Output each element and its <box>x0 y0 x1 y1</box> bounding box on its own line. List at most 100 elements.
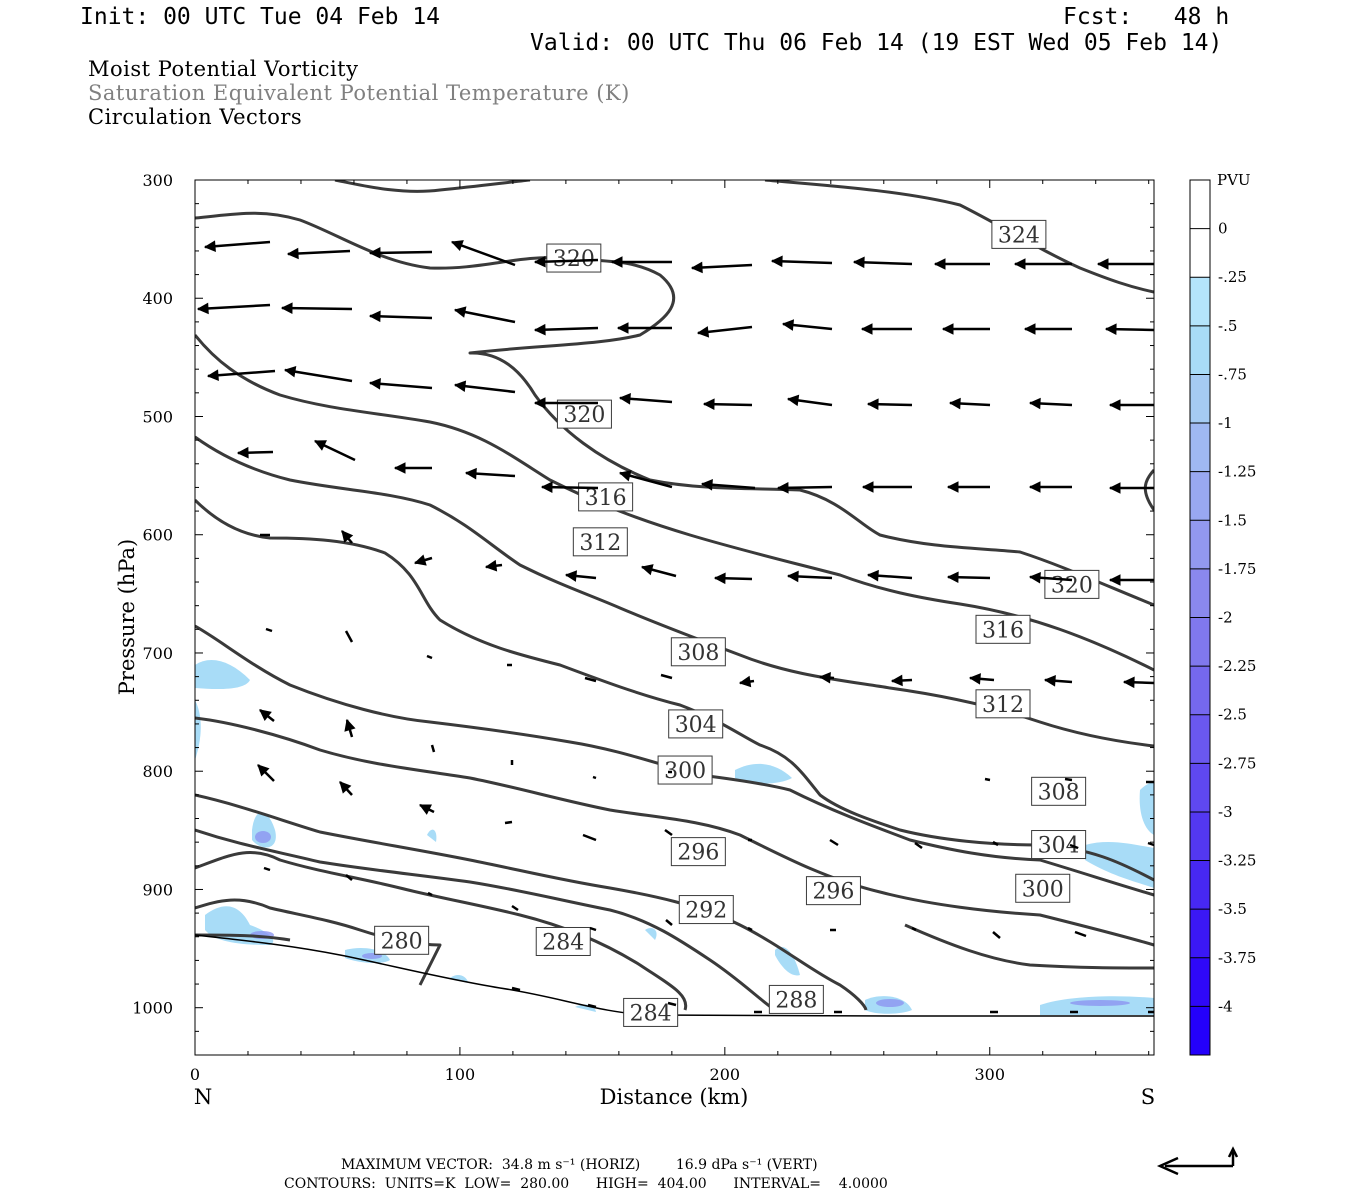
vector-arrow <box>413 554 433 566</box>
colorbar-label: -.75 <box>1218 365 1247 383</box>
contour-label-box <box>1031 830 1087 860</box>
vector-arrow <box>1147 841 1155 847</box>
colorbar-label: -2.5 <box>1218 706 1247 724</box>
contour-label-box <box>572 527 628 557</box>
colorbar-swatch <box>1190 520 1210 569</box>
vector-shaft <box>263 866 271 872</box>
vector-arrow <box>948 397 991 410</box>
vector-arrow <box>770 255 833 268</box>
vector-arrow <box>1043 674 1073 687</box>
x-tick-label: 0 <box>190 1065 200 1084</box>
vector-arrow <box>344 630 354 643</box>
vector-head <box>702 398 715 411</box>
vector-arrow <box>890 674 913 687</box>
surface-line <box>194 934 1154 1017</box>
y-tick-label: 300 <box>142 171 173 190</box>
colorbar-swatch <box>1190 763 1210 812</box>
colorbar-label: -1 <box>1218 414 1233 432</box>
vector-arrow <box>533 397 598 409</box>
vector-arrow <box>564 570 597 582</box>
vector-shaft <box>914 841 923 850</box>
vector-shaft <box>1064 777 1073 782</box>
vector-head <box>696 326 710 338</box>
vector-arrow <box>453 380 516 394</box>
colorbar-swatch <box>1190 1006 1210 1055</box>
y-tick-label: 500 <box>142 407 173 426</box>
contour-label-box <box>374 925 430 955</box>
vector-shaft <box>992 931 1001 939</box>
vector-shaft <box>589 926 597 932</box>
vector-arrow <box>738 675 755 688</box>
contour-label: 304 <box>1031 830 1087 860</box>
colorbar-label: -1.75 <box>1218 560 1256 578</box>
vector-arrow <box>1096 258 1154 270</box>
vector-arrow <box>914 841 923 850</box>
vector-arrow <box>345 874 353 881</box>
vector-arrow <box>504 820 513 825</box>
vector-arrow <box>911 926 917 932</box>
colorbar-swatch <box>1190 617 1210 667</box>
vector-head <box>946 571 959 584</box>
vector-head <box>203 240 216 252</box>
colorbar-label: -3.75 <box>1218 949 1256 967</box>
contour-label-text: 324 <box>998 223 1040 248</box>
vector-head <box>1096 258 1109 270</box>
vector-arrow <box>696 325 753 338</box>
contour-label: 316 <box>975 614 1031 644</box>
vector-head <box>1108 482 1121 494</box>
vector-head <box>616 322 629 334</box>
vector-arrow <box>664 828 673 837</box>
vector-head <box>1043 674 1056 687</box>
vector-arrow <box>852 256 913 269</box>
contour-label-text: 280 <box>381 929 423 954</box>
vector-shaft <box>667 1001 677 1007</box>
contour-label: 320 <box>1044 569 1100 599</box>
contour-label-box <box>556 399 612 429</box>
title-theta-es: Saturation Equivalent Potential Temperat… <box>88 81 630 105</box>
vector-arrow <box>861 481 912 493</box>
colorbar-swatch <box>1190 325 1210 375</box>
vector-arrow <box>533 323 599 336</box>
vector-shaft <box>1069 843 1079 850</box>
vector-head <box>283 365 297 378</box>
vector-shaft <box>504 820 513 825</box>
vector-arrow <box>426 654 433 660</box>
colorbar-swatch <box>1190 374 1210 424</box>
vector-shaft <box>427 891 433 897</box>
contour-label: 320 <box>556 399 612 429</box>
vector-arrow <box>860 323 912 335</box>
contour-label-text: 292 <box>685 899 727 924</box>
vector-head <box>450 240 464 252</box>
colorbar-swatch <box>1190 860 1210 910</box>
vector-head <box>564 570 578 582</box>
vector-arrow <box>992 931 1001 939</box>
vector-shaft <box>511 904 519 912</box>
contour-label-text: 312 <box>579 531 621 556</box>
vector-arrow <box>313 439 356 462</box>
colorbar-label: -.5 <box>1218 317 1237 335</box>
vector-arrow <box>1108 399 1154 411</box>
contour-label: 308 <box>1031 776 1087 806</box>
vector-arrow <box>700 478 756 491</box>
x-tick-label: 100 <box>445 1065 476 1084</box>
vector-arrow <box>616 322 672 334</box>
vector-head <box>610 256 623 268</box>
vector-arrow <box>450 240 516 267</box>
vector-shaft <box>265 627 273 633</box>
vector-arrow <box>781 319 833 331</box>
vector-arrow <box>1122 676 1155 689</box>
vector-head <box>368 247 381 259</box>
vector-arrow <box>776 481 833 494</box>
contour-label-box <box>1015 873 1071 903</box>
contour-label: 284 <box>623 997 679 1027</box>
vector-arrow <box>368 378 433 390</box>
vector-head <box>866 398 879 411</box>
y-axis-label: Pressure (hPa) <box>115 539 139 695</box>
contour-label-text: 288 <box>775 988 817 1013</box>
vector-head <box>413 554 427 566</box>
vector-arrow <box>484 559 503 572</box>
vector-arrow <box>984 777 991 782</box>
vector-arrow <box>511 986 521 992</box>
contour-label-text: 320 <box>563 403 605 428</box>
vector-shaft <box>426 654 433 660</box>
